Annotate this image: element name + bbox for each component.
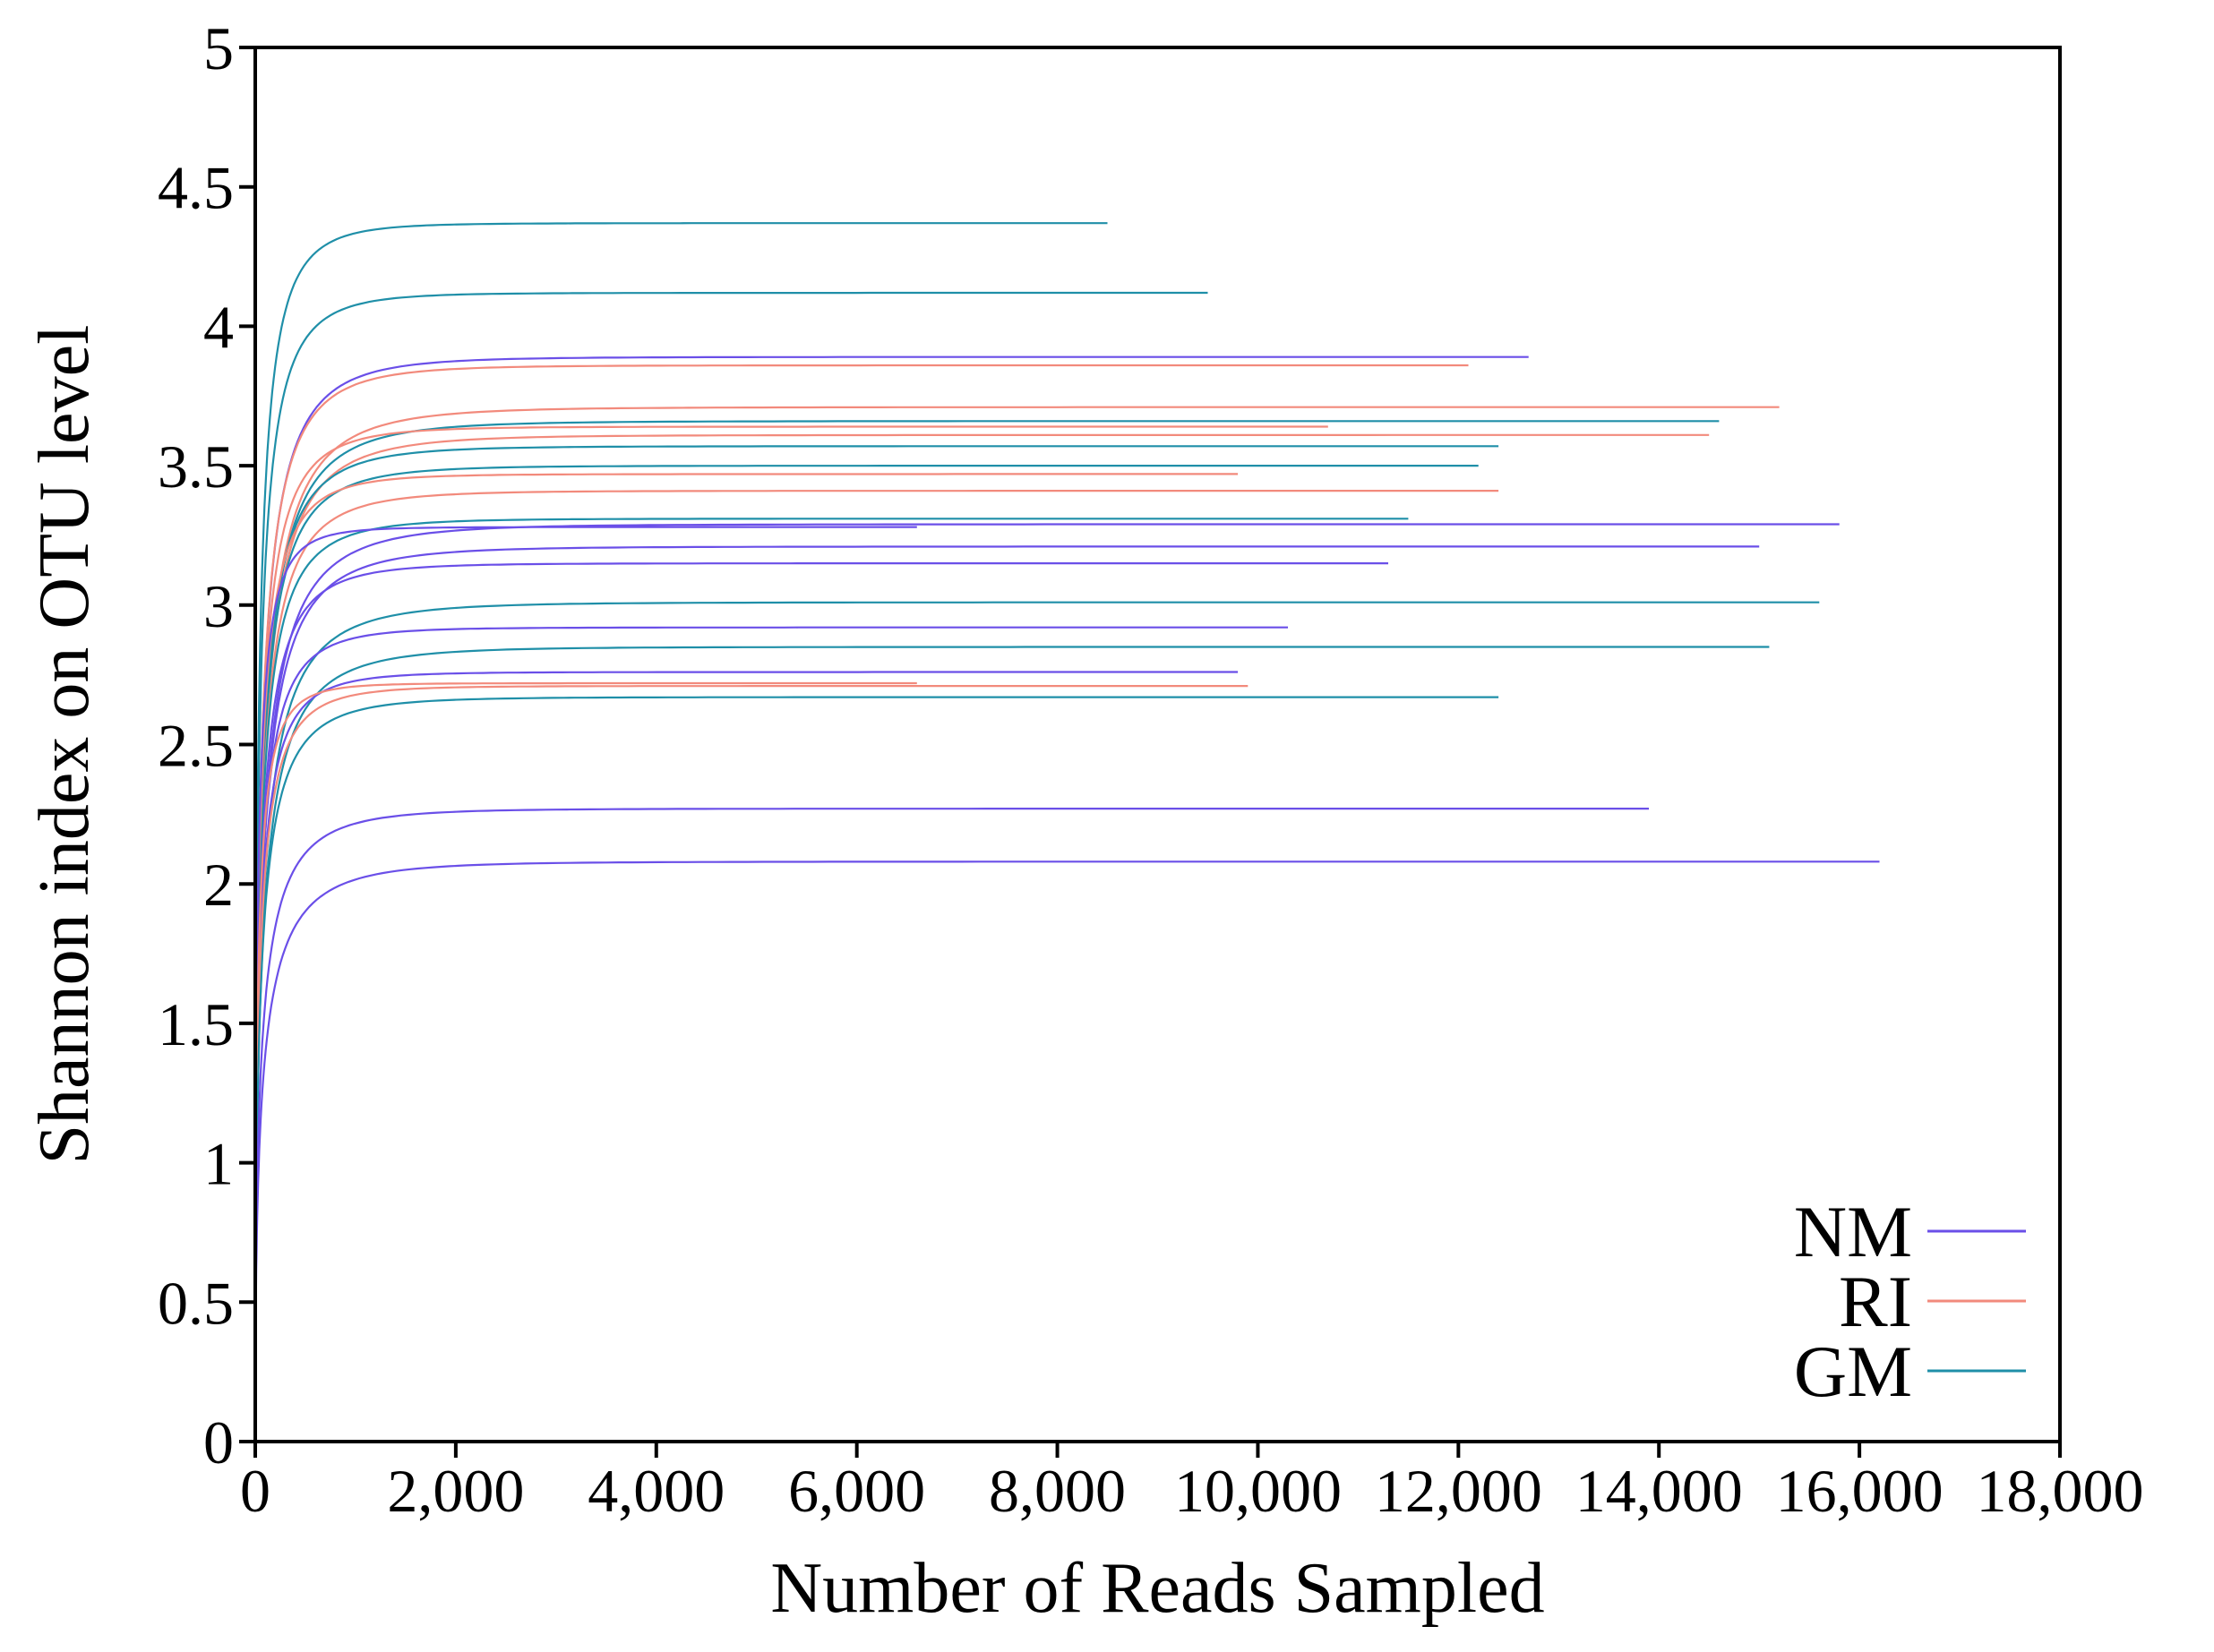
series-line-gm-24 [253, 696, 1499, 1442]
legend-label-ri: RI [1839, 1261, 1912, 1342]
x-tick-label: 6,000 [788, 1457, 925, 1525]
y-tick-label: 2.5 [158, 712, 234, 780]
series-line-ri-23 [253, 681, 917, 1442]
y-tick-label: 0 [203, 1408, 234, 1477]
y-tick-label: 0.5 [158, 1269, 234, 1337]
y-axis: 0 0.5 1 1.5 2 2.5 3 3.5 4 4.5 5 [158, 14, 255, 1477]
y-tick-label: 1 [203, 1130, 234, 1198]
y-tick-label: 2 [203, 851, 234, 919]
x-tick-label: 12,000 [1375, 1457, 1542, 1525]
x-tick-label: 10,000 [1174, 1457, 1342, 1525]
y-tick-label: 3.5 [158, 432, 234, 501]
x-tick-label: 2,000 [387, 1457, 524, 1525]
x-tick-label: 4,000 [588, 1457, 725, 1525]
y-tick-label: 4.5 [158, 154, 234, 222]
series-line-ri-22 [253, 684, 1249, 1442]
x-axis-title: Number of Reads Sampled [770, 1549, 1544, 1628]
x-axis: 0 2,000 4,000 6,000 8,000 10,000 12,000 14,000 1… [240, 1442, 2144, 1525]
y-tick-label: 3 [203, 572, 234, 640]
series-line-gm-1 [253, 222, 1108, 1442]
x-tick-label: 16,000 [1776, 1457, 1944, 1525]
legend-label-gm: GM [1794, 1331, 1912, 1412]
x-tick-label: 14,000 [1575, 1457, 1743, 1525]
series-line-nm-25 [253, 807, 1649, 1442]
series-line-nm-15 [253, 526, 917, 1442]
x-tick-label: 18,000 [1977, 1457, 2144, 1525]
series-line-gm-2 [253, 291, 1208, 1442]
x-tick-label: 8,000 [989, 1457, 1126, 1525]
y-tick-label: 4 [203, 293, 234, 361]
curves-layer [253, 222, 1880, 1442]
y-axis-title: Shannon index on OTU level [25, 325, 104, 1165]
y-tick-label: 5 [203, 14, 234, 82]
series-line-nm-26 [253, 860, 1880, 1442]
y-tick-label: 1.5 [158, 990, 234, 1058]
x-tick-label: 0 [240, 1457, 270, 1525]
legend-label-nm: NM [1794, 1191, 1912, 1272]
